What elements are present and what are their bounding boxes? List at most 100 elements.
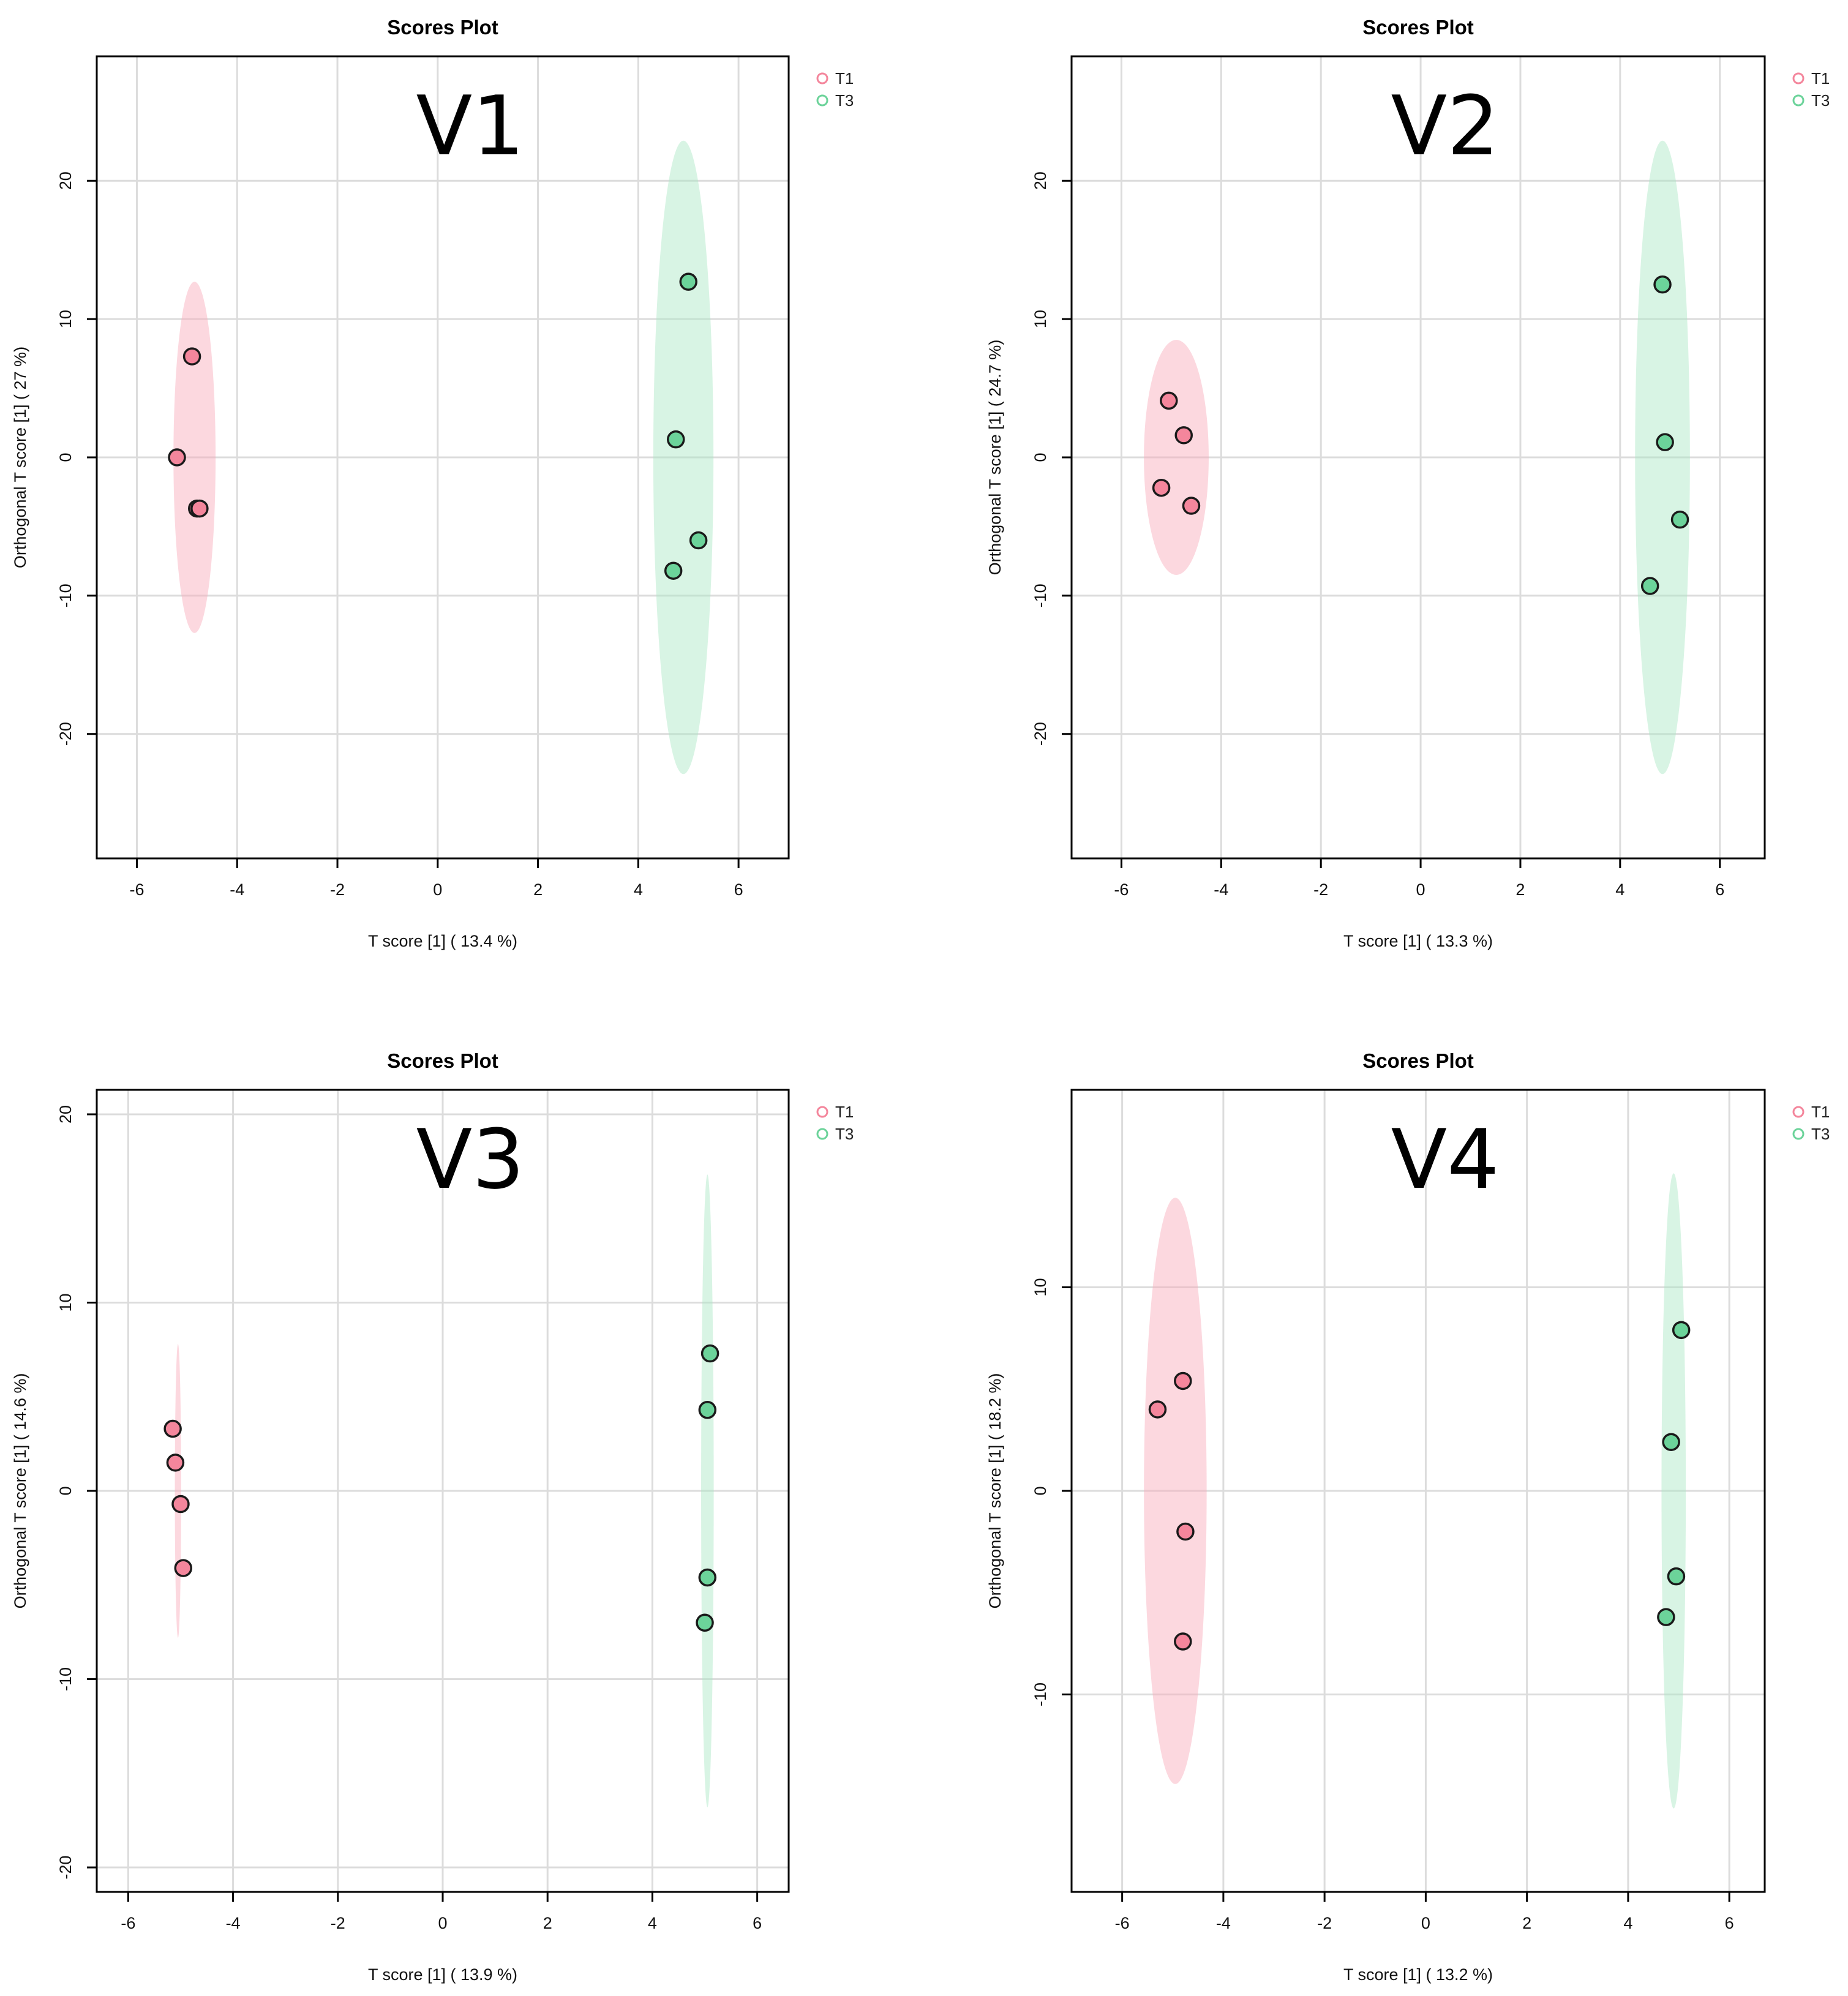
x-tick-label: -6 [1114, 880, 1129, 899]
plot-title: Scores Plot [1362, 1049, 1474, 1072]
legend-marker-t1 [1792, 72, 1805, 84]
scores-plot-4: Scores Plot -6 -4 -2 0 2 4 6 -10 0 10 T score [1] (… [986, 1049, 1830, 1984]
x-axis-label: T score [1] ( 13.3 %) [1343, 932, 1493, 950]
data-point-t3 [667, 430, 685, 449]
legend-marker-t3 [1792, 94, 1805, 107]
legend-label-t3: T3 [1811, 1125, 1830, 1143]
y-tick-label: -10 [56, 583, 75, 607]
data-point-t1 [1152, 478, 1171, 497]
x-tick-label: -2 [1317, 1914, 1332, 1932]
x-tick-label: -2 [1313, 880, 1328, 899]
data-point-t3 [1670, 510, 1689, 529]
x-tick-label: 6 [1715, 880, 1724, 899]
plot-title: Scores Plot [1362, 16, 1474, 39]
data-point-t3 [698, 1568, 717, 1587]
y-axis-label: Orthogonal T score [1] ( 27 %) [11, 347, 29, 568]
legend-label-t3: T3 [1811, 91, 1830, 110]
y-tick-label: 0 [1031, 1486, 1050, 1495]
x-axis-label: T score [1] ( 13.9 %) [368, 1965, 517, 1984]
data-point-t3 [701, 1344, 719, 1363]
y-tick-label: -10 [56, 1667, 75, 1691]
data-point-t1 [1174, 1371, 1192, 1390]
data-point-t1 [174, 1559, 192, 1577]
x-tick-label: -6 [129, 880, 144, 899]
data-point-t3 [1640, 577, 1659, 595]
x-tick-label: -6 [121, 1914, 135, 1932]
data-point-t1 [168, 448, 186, 467]
y-tick-label: 10 [56, 310, 75, 328]
x-tick-label: 2 [1522, 1914, 1531, 1932]
x-tick-label: -4 [1214, 880, 1228, 899]
x-tick-label: 0 [1416, 880, 1425, 899]
data-point-t3 [1667, 1567, 1686, 1586]
x-tick-label: 4 [634, 880, 643, 899]
data-point-t1 [1174, 426, 1193, 445]
y-axis-label: Orthogonal T score [1] ( 18.2 %) [986, 1373, 1004, 1609]
x-tick-label: -4 [230, 880, 244, 899]
legend-marker-t1 [816, 72, 828, 84]
x-tick-label: 4 [1623, 1914, 1632, 1932]
y-tick-label: -20 [56, 1856, 75, 1880]
data-point-t3 [1657, 1608, 1675, 1626]
x-tick-label: 6 [734, 880, 743, 899]
data-point-t3 [696, 1613, 714, 1632]
confidence-ellipse-t3 [1661, 1173, 1686, 1809]
legend-label-t1: T1 [1811, 69, 1830, 88]
y-tick-label: -10 [1031, 1683, 1050, 1706]
panel-label: V4 [1391, 1112, 1500, 1207]
data-point-t3 [679, 272, 697, 291]
confidence-ellipse-t1 [1144, 340, 1209, 575]
data-point-t3 [1653, 275, 1672, 294]
y-tick-label: 0 [1031, 452, 1050, 462]
x-axis-label: T score [1] ( 13.2 %) [1343, 1965, 1493, 1984]
legend-marker-t3 [816, 94, 828, 107]
legend-marker-t3 [1792, 1128, 1805, 1140]
plot-title: Scores Plot [387, 1049, 498, 1072]
x-tick-label: 6 [1725, 1914, 1734, 1932]
data-point-t3 [1656, 433, 1674, 451]
confidence-ellipse-t1 [173, 282, 216, 633]
y-tick-label: 20 [56, 1105, 75, 1124]
data-point-t3 [1662, 1433, 1680, 1451]
data-point-t1 [1160, 391, 1178, 410]
y-tick-label: -10 [1031, 583, 1050, 607]
x-tick-label: 2 [1516, 880, 1525, 899]
data-point-t1 [1174, 1632, 1192, 1651]
confidence-ellipse-t3 [701, 1174, 714, 1807]
y-tick-label: 20 [56, 171, 75, 190]
x-tick-label: 6 [753, 1914, 762, 1932]
data-point-t1 [190, 499, 209, 518]
legend-label-t3: T3 [835, 1125, 854, 1143]
x-tick-label: -2 [330, 880, 345, 899]
y-tick-label: 0 [56, 1486, 75, 1495]
y-axis-label: Orthogonal T score [1] ( 14.6 %) [11, 1373, 29, 1609]
panel-label: V3 [416, 1112, 525, 1207]
data-point-t3 [689, 531, 708, 550]
y-tick-label: 20 [1031, 171, 1050, 190]
x-tick-label: -4 [1216, 1914, 1231, 1932]
x-tick-label: 2 [533, 880, 543, 899]
legend-marker-t3 [816, 1128, 828, 1140]
y-tick-label: 10 [1031, 310, 1050, 328]
panel-label: V2 [1391, 78, 1500, 174]
x-tick-label: 4 [1615, 880, 1625, 899]
plot-title: Scores Plot [387, 16, 498, 39]
data-point-t3 [698, 1401, 717, 1419]
data-point-t1 [163, 1419, 182, 1438]
x-tick-label: 0 [1421, 1914, 1430, 1932]
x-tick-label: -6 [1115, 1914, 1130, 1932]
legend-label-t3: T3 [835, 91, 854, 110]
x-tick-label: 4 [648, 1914, 657, 1932]
confidence-ellipse-t1 [175, 1344, 181, 1638]
data-point-t1 [1148, 1400, 1167, 1419]
y-tick-label: 10 [56, 1293, 75, 1311]
x-tick-label: 0 [433, 880, 442, 899]
x-tick-label: -2 [331, 1914, 345, 1932]
